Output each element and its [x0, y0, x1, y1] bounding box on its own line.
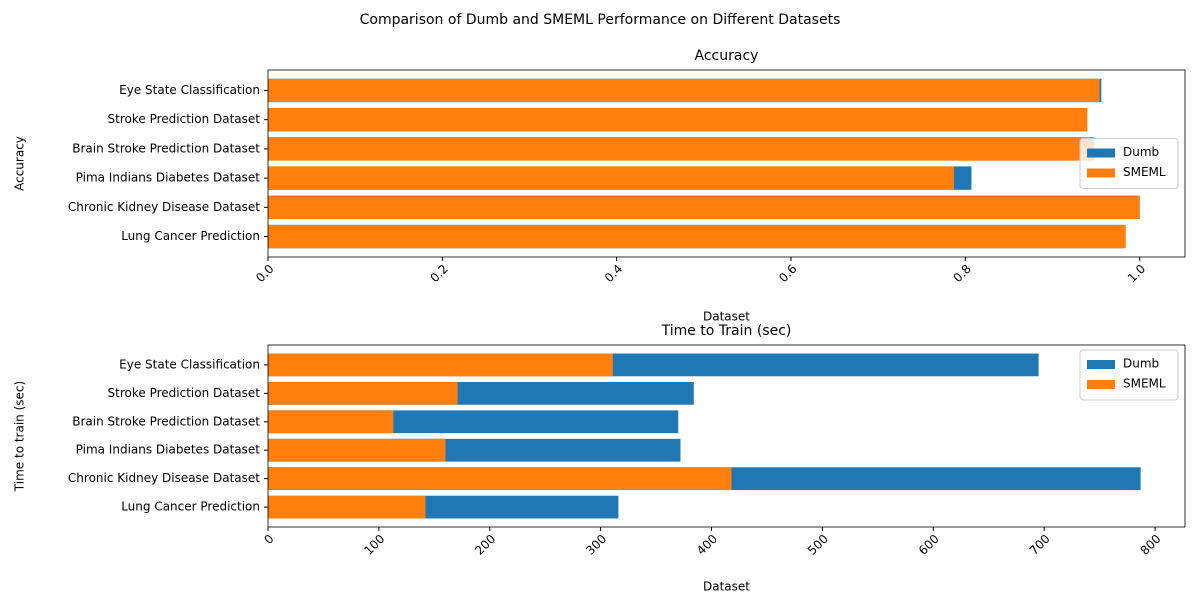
legend-swatch	[1087, 148, 1115, 158]
x-tick-label: 1.0	[1125, 262, 1148, 285]
legend-swatch	[1087, 380, 1115, 389]
y-tick-label: Pima Indians Diabetes Dataset	[76, 171, 261, 185]
x-tick-label: 0	[261, 532, 276, 547]
y-tick-label: Lung Cancer Prediction	[121, 229, 260, 243]
y-tick-label: Eye State Classification	[119, 83, 260, 97]
bar	[268, 410, 394, 434]
x-tick-label: 600	[916, 532, 942, 558]
bar	[268, 467, 732, 491]
x-tick-label: 400	[694, 532, 720, 558]
x-tick-label: 0.0	[253, 262, 276, 285]
x-tick-label: 800	[1138, 532, 1164, 558]
x-axis-label: Dataset	[703, 310, 750, 324]
y-tick-label: Stroke Prediction Dataset	[108, 386, 261, 400]
axes-title: Time to Train (sec)	[661, 323, 792, 339]
axes-frame	[267, 344, 1186, 528]
y-tick-label: Lung Cancer Prediction	[121, 500, 260, 514]
x-tick-label: 500	[805, 532, 831, 558]
bar	[268, 353, 613, 377]
y-tick-label: Chronic Kidney Disease Dataset	[68, 471, 260, 485]
axes-frame	[267, 69, 1186, 258]
x-axis-label: Dataset	[703, 580, 750, 594]
bar	[268, 495, 426, 519]
y-axis-label: Time to train (sec)	[13, 381, 27, 492]
y-tick-label: Chronic Kidney Disease Dataset	[68, 200, 260, 214]
bar	[268, 195, 1140, 220]
x-tick-label: 300	[583, 532, 609, 558]
x-tick-label: 100	[361, 532, 387, 558]
y-tick-label: Eye State Classification	[119, 357, 260, 371]
legend-swatch	[1087, 168, 1115, 178]
x-tick-label: 700	[1027, 532, 1053, 558]
y-tick-label: Pima Indians Diabetes Dataset	[76, 443, 261, 457]
bar	[268, 137, 1095, 161]
axes-title: Accuracy	[695, 48, 759, 64]
legend-label: SMEML	[1123, 377, 1166, 391]
legend-label: Dumb	[1123, 357, 1159, 371]
x-tick-label: 0.6	[776, 262, 799, 285]
x-tick-label: 200	[472, 532, 498, 558]
bar	[268, 166, 955, 190]
legend-swatch	[1087, 360, 1115, 369]
bar	[268, 438, 446, 462]
y-tick-label: Brain Stroke Prediction Dataset	[72, 141, 260, 155]
y-tick-label: Stroke Prediction Dataset	[108, 112, 261, 126]
x-tick-label: 0.2	[428, 262, 451, 285]
legend-label: SMEML	[1123, 165, 1166, 179]
bar	[268, 107, 1088, 132]
y-axis-label: Accuracy	[13, 136, 27, 191]
y-tick-label: Brain Stroke Prediction Dataset	[72, 414, 260, 428]
bar	[268, 78, 1100, 103]
bar	[268, 381, 458, 405]
figure-title: Comparison of Dumb and SMEML Performance…	[360, 12, 841, 28]
bar	[268, 224, 1126, 249]
x-tick-label: 0.8	[951, 262, 974, 285]
legend-label: Dumb	[1123, 145, 1159, 159]
x-tick-label: 0.4	[602, 262, 625, 285]
